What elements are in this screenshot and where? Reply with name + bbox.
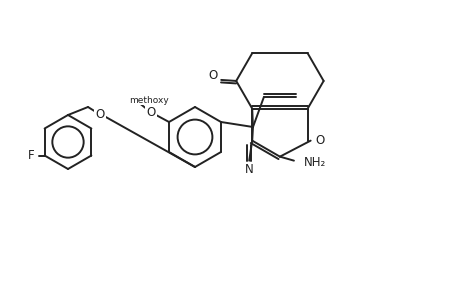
Text: methoxy: methoxy bbox=[129, 95, 168, 104]
Text: F: F bbox=[28, 149, 34, 162]
Text: O: O bbox=[95, 107, 104, 121]
Text: N: N bbox=[244, 163, 253, 176]
Text: NH₂: NH₂ bbox=[303, 156, 325, 169]
Text: O: O bbox=[146, 106, 155, 118]
Text: O: O bbox=[315, 134, 324, 147]
Text: O: O bbox=[208, 69, 218, 82]
